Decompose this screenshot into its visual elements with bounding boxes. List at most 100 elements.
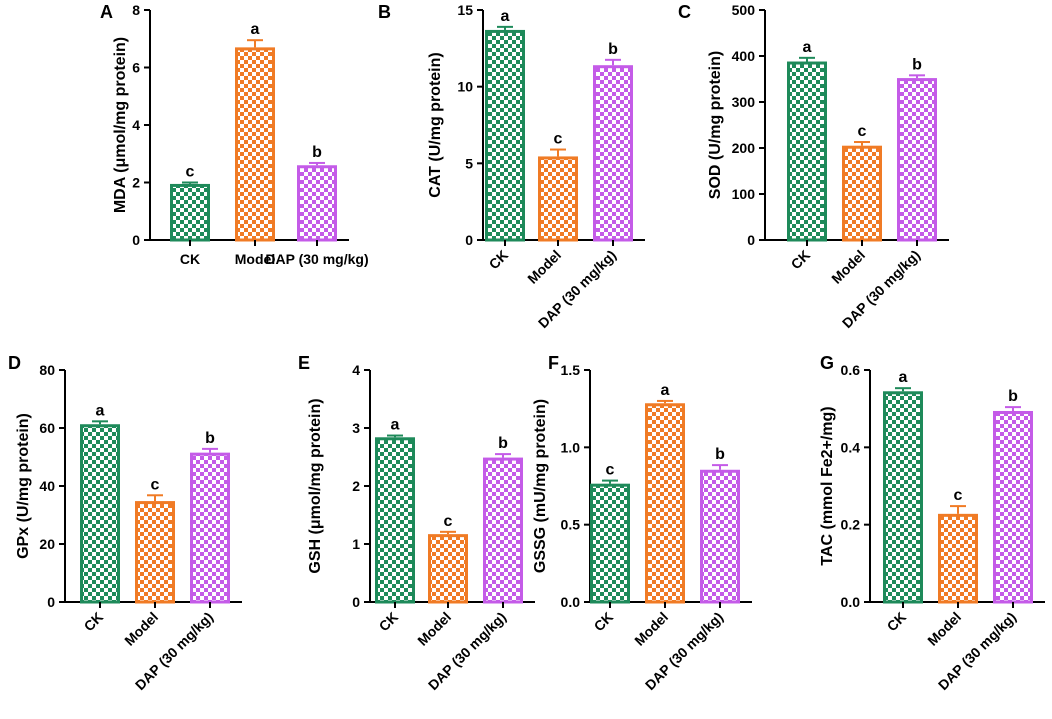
y-tick-label: 3: [352, 420, 360, 436]
category-label: Model: [631, 609, 671, 649]
category-label: CK: [375, 609, 401, 635]
y-tick-label: 0.0: [561, 594, 581, 610]
significance-letter: a: [251, 21, 260, 38]
y-axis-title: GSSG (mU/mg protein): [532, 399, 549, 573]
category-label: CK: [485, 247, 511, 273]
bar-ck: [82, 426, 119, 602]
y-tick-label: 1: [352, 536, 360, 552]
panel-f: F 0.0 0.5 1.0 1.5 GSSG (mU/mg protein) c CK a Mod…: [532, 353, 752, 693]
y-tick-label: 0: [352, 594, 360, 610]
significance-letter: c: [554, 131, 563, 148]
bar-ck: [592, 485, 629, 602]
y-tick-label: 8: [132, 2, 140, 18]
panel-label: B: [378, 2, 391, 22]
significance-letter: c: [858, 123, 867, 140]
bar-dap: [702, 471, 739, 602]
significance-letter: b: [498, 435, 508, 452]
y-tick-label: 1.5: [561, 362, 581, 378]
y-axis-title: TAC (mmol Fe2+/mg): [819, 406, 836, 565]
y-tick-label: 0.4: [841, 439, 861, 455]
significance-letter: a: [661, 382, 670, 399]
category-label: CK: [590, 609, 616, 635]
significance-letter: c: [954, 487, 963, 504]
category-label: CK: [80, 609, 106, 635]
category-label: CK: [180, 251, 200, 267]
category-label: Model: [414, 609, 454, 649]
category-label: CK: [883, 609, 909, 635]
bar-dap: [899, 80, 936, 240]
bar-model: [844, 147, 881, 240]
y-tick-label: 2: [352, 478, 360, 494]
bar-model: [237, 49, 274, 240]
y-tick-label: 300: [732, 94, 756, 110]
y-tick-label: 0: [132, 232, 140, 248]
y-axis-title: GSH (μmol/mg protein): [307, 398, 324, 573]
y-tick-label: 15: [457, 2, 473, 18]
bar-ck: [172, 185, 209, 240]
significance-letter: c: [444, 513, 453, 530]
y-tick-label: 400: [732, 48, 756, 64]
y-tick-label: 1.0: [561, 439, 581, 455]
y-tick-label: 0: [747, 232, 755, 248]
category-label: CK: [787, 247, 813, 273]
y-tick-label: 0.2: [841, 517, 861, 533]
y-tick-label: 0.5: [561, 517, 581, 533]
significance-letter: c: [606, 462, 615, 479]
bar-dap: [485, 459, 522, 602]
significance-letter: b: [312, 144, 322, 161]
y-axis-title: SOD (U/mg protein): [707, 51, 724, 199]
category-label: Model: [828, 247, 868, 287]
category-label: DAP (30 mg/kg): [265, 251, 368, 267]
y-tick-label: 0.6: [841, 362, 861, 378]
y-tick-label: 60: [39, 420, 55, 436]
y-tick-label: 100: [732, 186, 756, 202]
y-tick-label: 2: [132, 175, 140, 191]
bar-model: [430, 536, 467, 602]
bar-dap: [299, 167, 336, 240]
significance-letter: b: [1008, 388, 1018, 405]
significance-letter: b: [912, 56, 922, 73]
bar-model: [540, 158, 577, 240]
y-axis-title: CAT (U/mg protein): [427, 52, 444, 197]
y-tick-label: 6: [132, 60, 140, 76]
y-tick-label: 0: [465, 232, 473, 248]
panels: A 0 2 4 6 8 MDA (μmol/mg protein) c CK a Model b DAP…: [8, 2, 1045, 693]
bar-dap: [995, 412, 1032, 602]
bar-ck: [789, 63, 826, 240]
bar-ck: [377, 439, 414, 602]
y-tick-label: 40: [39, 478, 55, 494]
category-label: Model: [924, 609, 964, 649]
significance-letter: c: [186, 164, 195, 181]
significance-letter: b: [205, 430, 215, 447]
y-tick-label: 80: [39, 362, 55, 378]
bar-ck: [487, 31, 524, 240]
bar-dap: [192, 454, 229, 602]
bar-model: [647, 405, 684, 602]
panel-g: G 0.0 0.2 0.4 0.6 TAC (mmol Fe2+/mg) a CK c Model…: [819, 353, 1045, 693]
significance-letter: b: [715, 446, 725, 463]
y-tick-label: 500: [732, 2, 756, 18]
bar-model: [137, 503, 174, 602]
category-label: Model: [524, 247, 564, 287]
y-tick-label: 20: [39, 536, 55, 552]
significance-letter: b: [608, 41, 618, 58]
y-tick-label: 4: [352, 362, 360, 378]
significance-letter: a: [96, 402, 105, 419]
y-tick-label: 0.0: [841, 594, 861, 610]
significance-letter: c: [151, 476, 160, 493]
y-tick-label: 4: [132, 117, 140, 133]
panel-c: C 0 100 200 300 400 500 SOD (U/mg protein) a CK c M…: [678, 2, 949, 331]
panel-label: F: [548, 353, 559, 373]
panel-label: G: [820, 353, 834, 373]
bar-dap: [595, 67, 632, 240]
category-label: Model: [121, 609, 161, 649]
panel-label: C: [678, 2, 691, 22]
significance-letter: a: [501, 8, 510, 25]
y-axis-title: GPx (U/mg protein): [15, 413, 32, 559]
y-axis-title: MDA (μmol/mg protein): [112, 37, 129, 213]
panel-label: E: [298, 353, 310, 373]
panel-label: D: [8, 353, 21, 373]
